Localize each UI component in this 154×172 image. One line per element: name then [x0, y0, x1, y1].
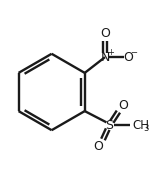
- Text: O: O: [100, 27, 110, 40]
- Text: O: O: [94, 140, 103, 153]
- Text: −: −: [130, 49, 137, 57]
- Text: O: O: [119, 99, 129, 112]
- Text: +: +: [107, 48, 114, 57]
- Text: CH: CH: [133, 119, 150, 132]
- Text: N: N: [100, 51, 110, 64]
- Text: 3: 3: [143, 123, 148, 133]
- Text: O: O: [123, 51, 133, 64]
- Text: S: S: [105, 119, 113, 132]
